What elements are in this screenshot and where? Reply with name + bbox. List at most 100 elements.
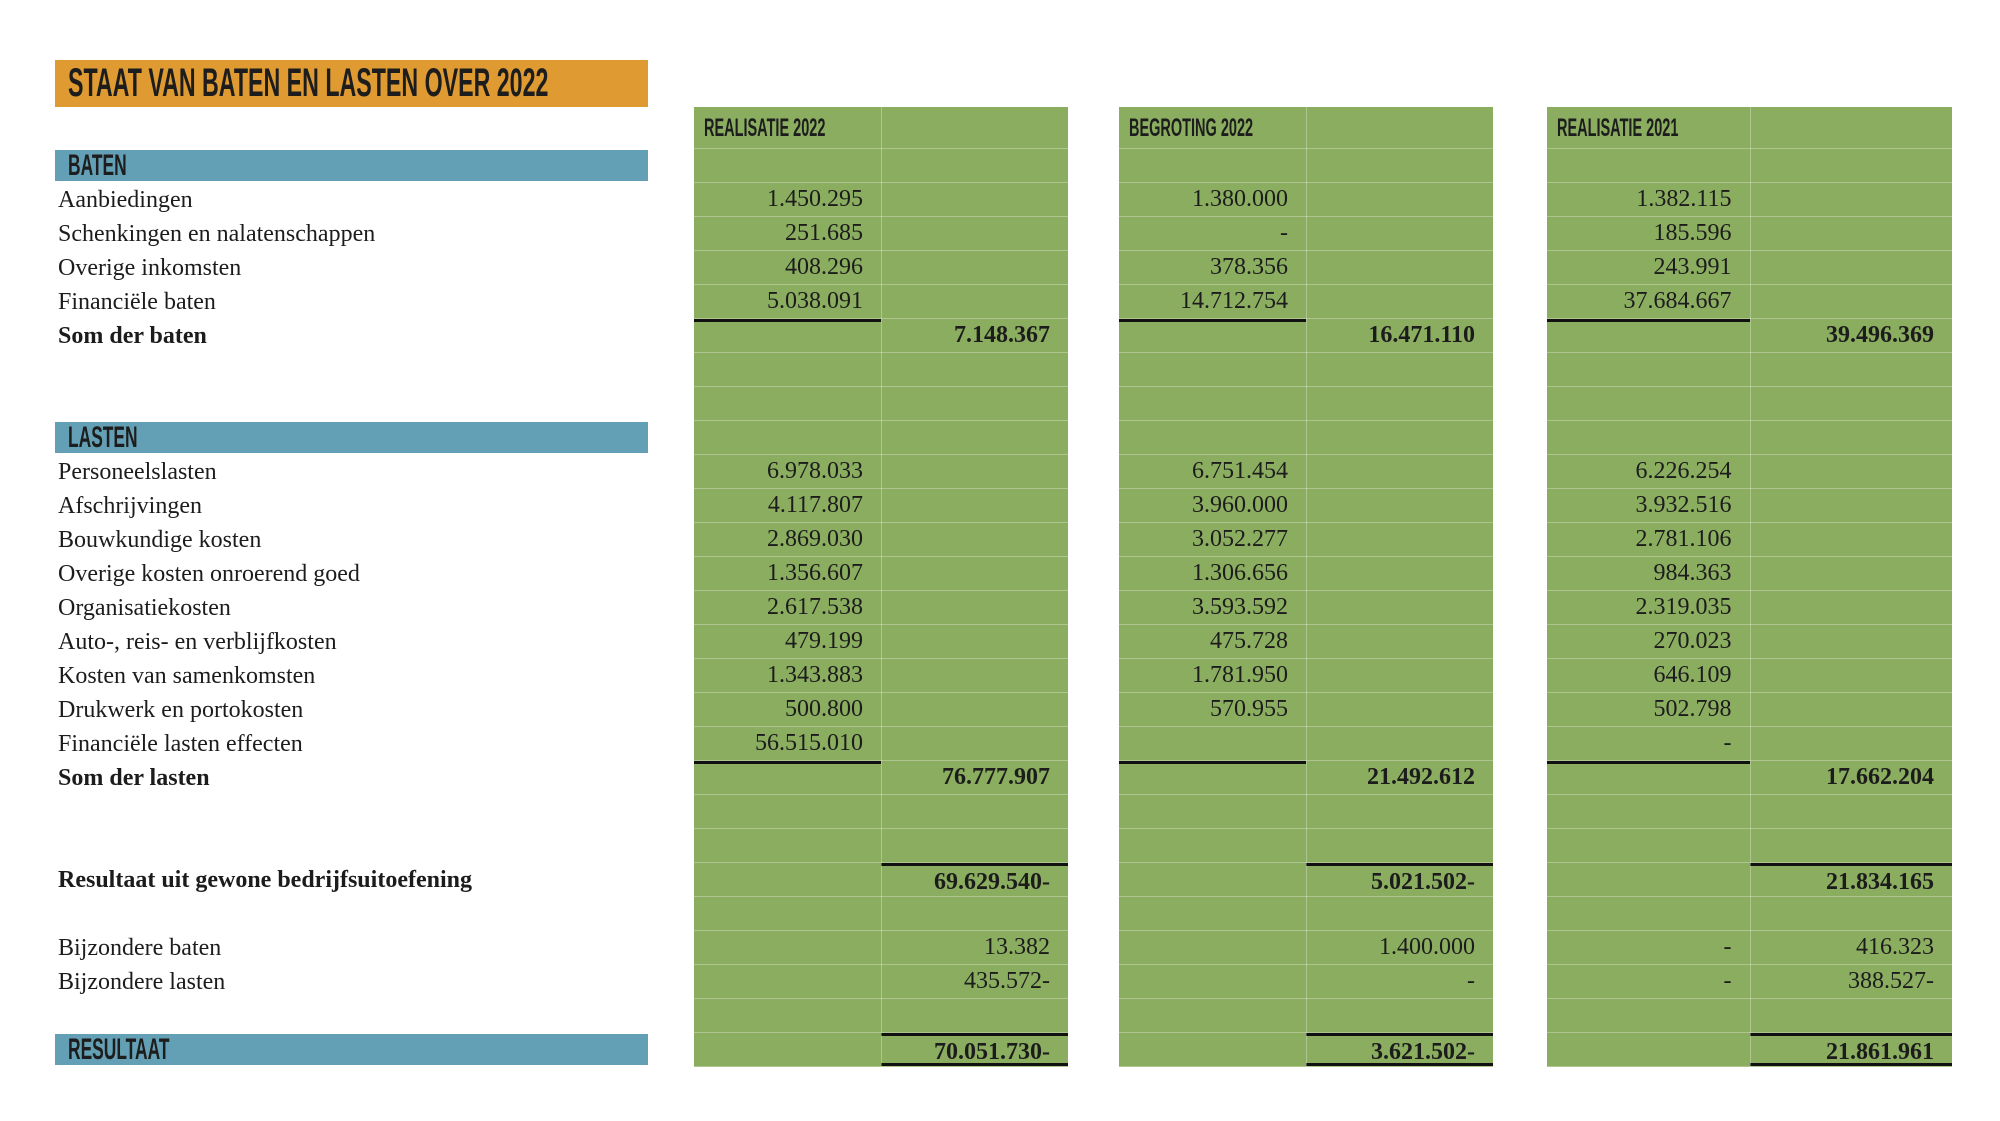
row-label: Resultaat uit gewone bedrijfsuitoefening <box>55 863 648 897</box>
value-row: 408.296 <box>694 251 1068 285</box>
value-row <box>1547 353 1952 387</box>
total-cell: 21.492.612 <box>1367 764 1475 790</box>
value-row: 37.684.667 <box>1547 285 1952 319</box>
total-cell <box>1750 795 1953 828</box>
row-label-text: Bijzondere lasten <box>58 969 226 995</box>
row-label: Overige inkomsten <box>55 251 648 285</box>
total-cell <box>881 489 1068 522</box>
row-label: Afschrijvingen <box>55 489 648 523</box>
total-cell: 21.861.961 <box>1749 1033 1952 1066</box>
detail-cell <box>1119 353 1306 386</box>
column-header-label: REALISATIE 2022 <box>704 114 826 142</box>
detail-cell <box>1547 863 1750 896</box>
total-cell <box>1750 829 1953 862</box>
value-row: 1.382.115 <box>1547 183 1952 217</box>
value-row: 2.319.035 <box>1547 591 1952 625</box>
row-label: Personeelslasten <box>55 455 648 489</box>
total-cell <box>881 455 1068 488</box>
value-row: 3.960.000 <box>1119 489 1493 523</box>
row-label: Som der lasten <box>55 761 648 795</box>
detail-cell <box>694 353 881 386</box>
total-cell: 76.777.907 <box>942 764 1050 790</box>
total-cell <box>1750 591 1953 624</box>
row-label-text: Aanbiedingen <box>58 187 193 213</box>
detail-cell: - <box>1723 968 1732 994</box>
total-cell <box>1750 183 1953 216</box>
total-cell <box>1750 149 1953 182</box>
value-row <box>1119 727 1493 761</box>
value-row <box>1119 999 1493 1033</box>
detail-cell <box>1547 149 1750 182</box>
value-row: 1.343.883 <box>694 659 1068 693</box>
value-row: 378.356 <box>1119 251 1493 285</box>
total-cell <box>1750 625 1953 658</box>
detail-cell: 1.306.656 <box>1192 560 1288 586</box>
value-row: 5.021.502- <box>1119 863 1493 897</box>
total-cell: 1.400.000 <box>1379 934 1475 960</box>
labels-column: BATEN Aanbiedingen Schenkingen en nalatens… <box>55 107 648 1067</box>
value-row: 500.800 <box>694 693 1068 727</box>
detail-cell: 570.955 <box>1210 696 1288 722</box>
row-label-text: Kosten van samenkomsten <box>58 663 316 689</box>
detail-cell: - <box>1723 934 1732 960</box>
value-row: 1.356.607 <box>694 557 1068 591</box>
value-row: 3.593.592 <box>1119 591 1493 625</box>
total-cell <box>1750 353 1953 386</box>
detail-cell: 378.356 <box>1210 254 1288 280</box>
section-bar-baten: BATEN <box>55 149 648 183</box>
value-row <box>1119 829 1493 863</box>
total-cell <box>1306 183 1493 216</box>
value-row <box>1119 353 1493 387</box>
row-label-text: Financiële baten <box>58 289 216 315</box>
value-row: - <box>1119 965 1493 999</box>
detail-cell <box>1547 999 1750 1032</box>
value-row <box>694 387 1068 421</box>
value-row: 13.382 <box>694 931 1068 965</box>
detail-cell: - <box>1280 220 1288 246</box>
total-cell <box>881 659 1068 692</box>
value-row: 243.991 <box>1547 251 1952 285</box>
value-row: 3.621.502- <box>1119 1033 1493 1067</box>
value-row <box>694 795 1068 829</box>
total-cell <box>1306 421 1493 454</box>
value-row <box>1119 387 1493 421</box>
total-cell <box>1306 387 1493 420</box>
detail-cell <box>1547 387 1750 420</box>
detail-cell: 1.450.295 <box>767 186 863 212</box>
total-cell: 70.051.730- <box>881 1033 1068 1066</box>
detail-cell: 3.593.592 <box>1192 594 1288 620</box>
total-cell <box>1750 999 1953 1032</box>
detail-cell <box>1547 829 1750 862</box>
total-cell <box>1750 489 1953 522</box>
value-row: 76.777.907 <box>694 761 1068 795</box>
column-begroting-2022: BEGROTING 2022 1.380.000 - 378.356 14.712.7… <box>1119 107 1493 1067</box>
section-bar-resultaat: RESULTAAT <box>55 1033 648 1067</box>
value-row <box>694 421 1068 455</box>
total-cell <box>1306 489 1493 522</box>
section-bar-bg: BATEN <box>55 150 648 181</box>
detail-cell <box>694 1033 881 1066</box>
value-row: 39.496.369 <box>1547 319 1952 353</box>
detail-cell <box>1119 727 1306 760</box>
detail-cell <box>1119 795 1306 828</box>
total-cell <box>1306 149 1493 182</box>
row-label-text: Schenkingen en nalatenschappen <box>58 221 376 247</box>
column-header-realisatie-2021: REALISATIE 2021 <box>1547 107 1952 149</box>
detail-cell <box>1119 387 1306 420</box>
total-cell <box>1306 693 1493 726</box>
detail-cell: 1.343.883 <box>767 662 863 688</box>
column-realisatie-2021: REALISATIE 2021 1.382.115 185.596 243.991 3… <box>1547 107 1952 1067</box>
row-label: Aanbiedingen <box>55 183 648 217</box>
value-row: 6.751.454 <box>1119 455 1493 489</box>
total-cell <box>881 421 1068 454</box>
value-row: 70.051.730- <box>694 1033 1068 1067</box>
detail-cell <box>1547 897 1750 930</box>
value-row: 475.728 <box>1119 625 1493 659</box>
section-label: LASTEN <box>68 421 138 454</box>
detail-cell <box>1547 319 1750 352</box>
total-cell <box>1750 387 1953 420</box>
detail-cell <box>1547 761 1750 794</box>
detail-cell: 3.960.000 <box>1192 492 1288 518</box>
blank-row <box>55 897 648 931</box>
total-cell <box>1750 523 1953 556</box>
